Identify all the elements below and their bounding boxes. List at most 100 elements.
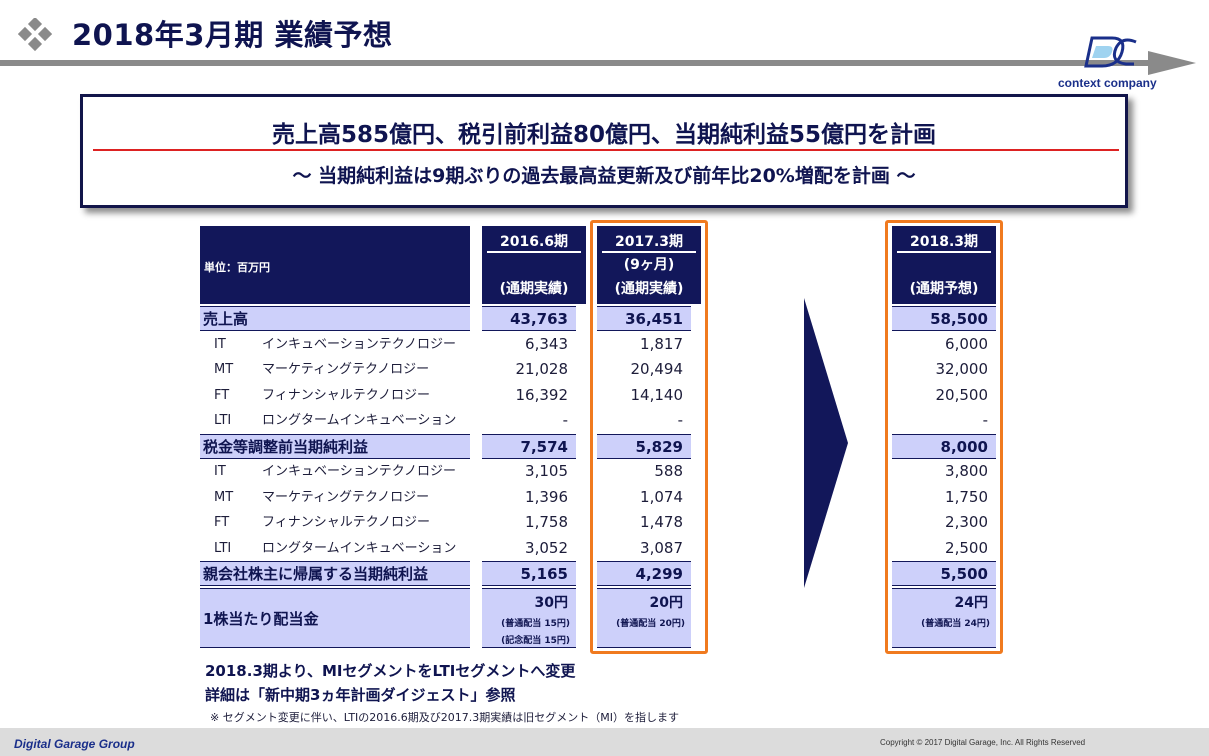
column-basis: (通期予想): [909, 281, 979, 297]
segment-name: フィナンシャルテクノロジー: [262, 515, 430, 530]
segment-name: ロングタームインキュベーション: [262, 540, 457, 556]
footer-copyright: Copyright © 2017 Digital Garage, Inc. Al…: [880, 738, 1086, 747]
column-header-rule: [602, 251, 696, 253]
dividend-cell-2018: 24円 (普通配当 24円): [892, 588, 996, 648]
column-header-2018: 2018.3期 (通期予想): [892, 226, 996, 304]
table-cell-value: 2,300: [945, 513, 988, 531]
headline-divider: [93, 149, 1119, 151]
column-header-2016: 2016.6期 (通期実績): [482, 226, 586, 304]
dividend-note: (普通配当 24円): [921, 619, 990, 629]
dg-logo-icon: [1084, 36, 1137, 68]
table-cell-value: 2,500: [945, 538, 988, 557]
segment-code: IT: [214, 336, 226, 352]
row-label-main: 税金等調整前当期純利益: [200, 433, 470, 459]
dividend-amount: 20円: [649, 595, 683, 611]
table-cell-value: 14,140: [630, 385, 684, 404]
column-header-2017: 2017.3期 (9ヶ月) (通期実績): [597, 226, 701, 304]
dividend-amount: 24円: [954, 595, 988, 611]
table-cell-value: 3,800: [945, 462, 988, 480]
table-cell-value: 1,758: [525, 513, 568, 531]
dividend-label-cell: 1株当たり配当金: [200, 588, 470, 648]
segment-code: MT: [214, 362, 234, 377]
table-cell-value: 32,000: [935, 360, 989, 378]
row-label-main: 売上高: [200, 306, 470, 331]
table-cell-value: 588: [654, 462, 683, 480]
footer-bar: [0, 728, 1209, 756]
row-label-segment: FT フィナンシャルテクノロジー: [200, 510, 470, 535]
row-label-segment: MT マーケティングテクノロジー: [200, 485, 470, 510]
row-label-text: 売上高: [203, 310, 249, 328]
table-cell-value: 3,105: [525, 462, 568, 480]
table-cell-value: 1,750: [945, 487, 988, 506]
column-year: 2016.6期: [499, 234, 569, 250]
highlight-frame-2017: [590, 220, 708, 654]
column-months: (9ヶ月): [623, 257, 675, 273]
note-reference: 詳細は「新中期3ヵ年計画ダイジェスト」参照: [205, 686, 516, 704]
segment-code: FT: [214, 387, 230, 403]
table-cell-value: 1,817: [640, 334, 683, 353]
row-label-main: 親会社株主に帰属する当期純利益: [200, 561, 470, 586]
dividend-label: 1株当たり配当金: [203, 610, 319, 628]
dividend-note: (普通配当 20円): [616, 619, 685, 629]
dividend-cell-2016: 30円 (普通配当 15円) (記念配当 15円): [482, 588, 576, 648]
table-cell-value: 3,087: [640, 538, 683, 557]
highlight-frame-2018: [885, 220, 1003, 654]
forecast-arrow-icon: [804, 298, 848, 588]
note-segment-change: 2018.3期より、MIセグメントをLTIセグメントへ変更: [205, 662, 576, 680]
table-cell-value: 1,396: [525, 487, 568, 506]
segment-code: MT: [214, 489, 234, 505]
row-label-segment: LTI ロングタームインキュベーション: [200, 408, 470, 433]
table-cell-value: 4,299: [597, 561, 691, 586]
logo-tagline: context company: [1058, 76, 1157, 90]
table-cell-value: 21,028: [515, 360, 569, 378]
table-cell-value: 20,500: [935, 385, 989, 404]
segment-code: IT: [214, 464, 226, 479]
dividend-note: (普通配当 15円): [501, 619, 570, 629]
table-cell-value: 5,829: [597, 433, 691, 459]
table-cell-value: 7,574: [482, 433, 576, 459]
row-label-text: 親会社株主に帰属する当期純利益: [203, 565, 429, 583]
segment-code: LTI: [214, 413, 232, 428]
page-title: 2018年3月期 業績予想: [72, 18, 393, 52]
row-label-segment: IT インキュベーションテクノロジー: [200, 332, 470, 357]
table-cell-value: 1,074: [640, 487, 683, 506]
row-label-segment: FT フィナンシャルテクノロジー: [200, 383, 470, 408]
table-cell-value: -: [562, 411, 568, 429]
table-cell-value: -: [677, 411, 683, 429]
segment-name: フィナンシャルテクノロジー: [262, 387, 430, 403]
column-header-rule: [487, 251, 581, 253]
dividend-note: (記念配当 15円): [501, 636, 570, 646]
table-cell-value: 58,500: [892, 306, 996, 331]
segment-name: マーケティングテクノロジー: [262, 362, 430, 377]
column-year: 2017.3期: [614, 234, 684, 250]
table-cell-value: 1,478: [640, 513, 683, 531]
column-basis: (通期実績): [499, 281, 569, 297]
header-arrow-icon: [1148, 51, 1196, 75]
table-cell-value: 5,500: [892, 561, 996, 586]
table-cell-value: 36,451: [597, 306, 691, 331]
row-label-segment: LTI ロングタームインキュベーション: [200, 536, 470, 561]
segment-code: LTI: [214, 540, 232, 556]
segment-name: ロングタームインキュベーション: [262, 413, 457, 428]
table-cell-value: 43,763: [482, 306, 576, 331]
diamond-bullet-icon: [18, 18, 52, 52]
table-cell-value: -: [982, 411, 988, 429]
headline-main: 売上高585億円、税引前利益80億円、当期純利益55億円を計画: [271, 122, 937, 148]
headline-sub: ～ 当期純利益は9期ぶりの過去最高益更新及び前年比20%増配を計画 ～: [292, 165, 916, 187]
table-cell-value: 20,494: [630, 360, 684, 378]
segment-name: インキュベーションテクノロジー: [262, 464, 456, 479]
note-footnote: ※ セグメント変更に伴い、LTIの2016.6期及び2017.3期実績は旧セグメ…: [210, 711, 680, 724]
dividend-cell-2017: 20円 (普通配当 20円): [597, 588, 691, 648]
row-label-segment: IT インキュベーションテクノロジー: [200, 459, 470, 484]
segment-name: マーケティングテクノロジー: [262, 489, 430, 505]
table-cell-value: 6,000: [945, 334, 988, 353]
segment-code: FT: [214, 515, 230, 530]
unit-label: 単位：百万円: [204, 261, 270, 274]
row-label-segment: MT マーケティングテクノロジー: [200, 357, 470, 382]
table-cell-value: 16,392: [515, 385, 569, 404]
footer-company-logo: Digital Garage Group: [14, 737, 135, 751]
table-cell-value: 6,343: [525, 334, 568, 353]
table-cell-value: 8,000: [892, 433, 996, 459]
column-basis: (通期実績): [614, 281, 684, 297]
table-cell-value: 5,165: [482, 561, 576, 586]
